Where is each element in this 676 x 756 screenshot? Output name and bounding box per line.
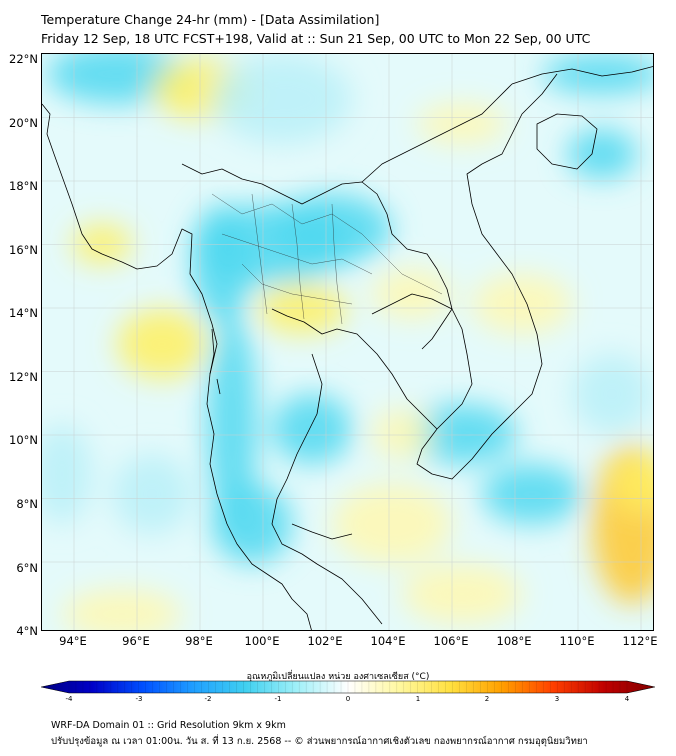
temperature-anomaly-region — [482, 464, 582, 524]
lat-label: 10°N — [9, 433, 38, 447]
lat-label: 6°N — [16, 561, 38, 575]
thai-peninsula-west — [226, 523, 312, 630]
colorbar-tick: 0 — [345, 695, 351, 703]
footer-credit: ปรับปรุงข้อมูล ณ เวลา 01:00น. วัน ส. ที่… — [51, 736, 588, 747]
lat-label: 12°N — [9, 370, 38, 384]
temperature-anomaly-region — [272, 194, 392, 264]
lat-label: 18°N — [9, 179, 38, 193]
colorbar-scale — [41, 680, 655, 694]
lon-label: 100°E — [244, 634, 280, 648]
myanmar-coast — [42, 103, 228, 525]
colorbar-title: อุณหภูมิเปลี่ยนแปลง หน่วย องศาเซลเซียส (… — [246, 672, 430, 682]
temperature-anomaly-region — [212, 484, 292, 564]
map-subtitle: Friday 12 Sep, 18 UTC FCST+198, Valid at… — [41, 31, 591, 46]
temperature-anomaly-region — [472, 274, 572, 334]
lon-label: 112°E — [622, 634, 658, 648]
colorbar-tick: 1 — [415, 695, 421, 703]
temperature-anomaly-region — [542, 54, 653, 94]
colorbar-tick: 2 — [484, 695, 490, 703]
vietnam-coast — [416, 73, 558, 480]
coastlines-and-borders — [42, 66, 653, 630]
temperature-anomaly-region — [332, 484, 452, 564]
temperature-anomaly-region — [112, 454, 192, 534]
lat-label: 4°N — [16, 624, 38, 638]
colorbar-tick: -1 — [274, 695, 282, 703]
map-title: Temperature Change 24-hr (mm) - [Data As… — [41, 12, 380, 27]
thailand-border-north — [181, 163, 453, 350]
footer-model-info: WRF-DA Domain 01 :: Grid Resolution 9km … — [51, 720, 286, 731]
lon-label: 98°E — [185, 634, 213, 648]
lon-label: 96°E — [122, 634, 150, 648]
colorbar-tick: 3 — [554, 695, 560, 703]
province-borders — [211, 193, 443, 325]
gulf-of-thailand-coast — [271, 308, 438, 430]
colorbar-tick: -2 — [204, 695, 212, 703]
map-panel — [41, 53, 654, 631]
colorbar — [41, 680, 655, 694]
temperature-anomaly-region — [272, 394, 352, 464]
andaman-islands — [209, 328, 221, 395]
temperature-field — [42, 54, 653, 630]
lat-label: 20°N — [9, 116, 38, 130]
lon-label: 94°E — [59, 634, 87, 648]
temperature-anomaly-region — [42, 424, 92, 524]
temperature-change-map — [42, 54, 653, 630]
thai-peninsula-east — [271, 353, 383, 625]
temperature-anomaly-region — [572, 354, 652, 434]
temperature-anomaly-region — [212, 54, 352, 144]
lon-label: 108°E — [496, 634, 532, 648]
hainan-island — [536, 113, 598, 170]
malaysia-border — [291, 523, 353, 540]
temperature-anomaly-region — [47, 54, 187, 104]
temperature-anomaly-region — [117, 309, 207, 379]
graticule — [42, 54, 653, 630]
lon-label: 102°E — [307, 634, 343, 648]
colorbar-tick: -3 — [135, 695, 143, 703]
temperature-anomaly-region — [567, 129, 637, 179]
temperature-anomaly-region — [402, 564, 522, 624]
temperature-anomaly-region — [62, 589, 182, 630]
colorbar-tick: -4 — [65, 695, 73, 703]
colorbar-tick: 4 — [624, 695, 630, 703]
lat-label: 16°N — [9, 243, 38, 257]
temperature-anomaly-region — [612, 454, 653, 514]
temperature-anomaly-region — [257, 284, 347, 334]
temperature-anomaly-region — [72, 224, 132, 264]
temperature-anomaly-region — [192, 204, 252, 324]
cambodia-border — [371, 293, 473, 430]
lat-label: 22°N — [9, 52, 38, 66]
temperature-anomaly-region — [207, 314, 257, 534]
lat-label: 14°N — [9, 306, 38, 320]
temperature-anomaly-region — [407, 404, 517, 464]
lon-label: 106°E — [433, 634, 469, 648]
lat-label: 8°N — [16, 497, 38, 511]
laos-vietnam-border — [361, 83, 513, 183]
lon-label: 110°E — [559, 634, 595, 648]
temperature-anomaly-region — [372, 409, 432, 459]
lon-label: 104°E — [370, 634, 406, 648]
china-coast — [511, 66, 653, 85]
